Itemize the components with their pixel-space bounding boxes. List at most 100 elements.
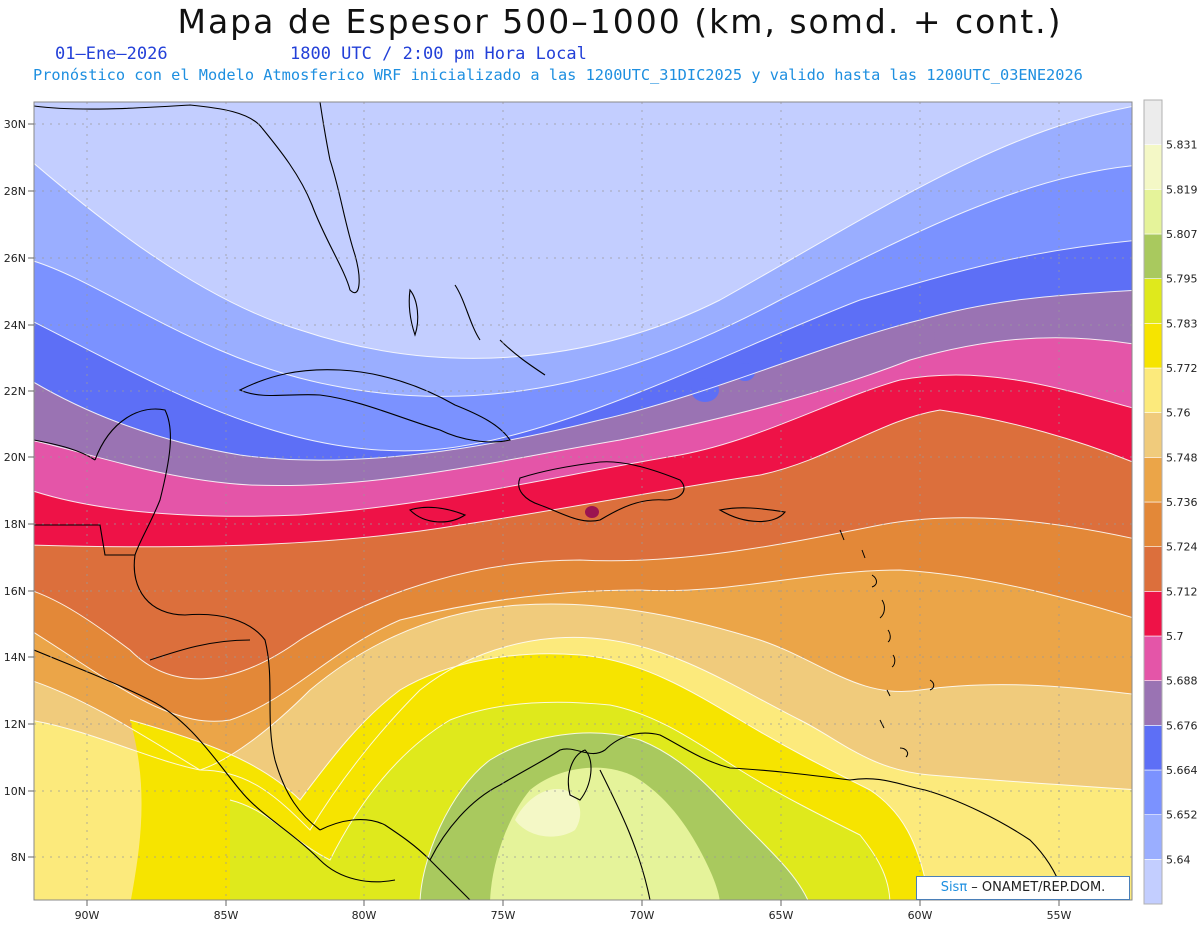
lat-tick-label: 12N [4,718,26,731]
map-frame [33,101,1133,901]
lat-tick-label: 16N [4,585,26,598]
lon-tick-label: 60W [908,909,933,922]
coast-bahamas-2 [454,284,481,341]
colorbar-swatch [1143,457,1163,503]
coast-panama [319,819,431,861]
coast-jamaica [408,506,467,523]
colorbar-label: 5.772 [1166,362,1198,375]
colorbar-label: 5.664 [1166,764,1198,777]
border-col-ven [599,769,651,900]
lat-tick-label: 10N [4,785,26,798]
lat-tick-label: 22N [4,385,26,398]
colorbar-swatch [1143,501,1163,547]
lat-tick-label: 8N [11,851,26,864]
colorbar-label: 5.807 [1166,228,1198,241]
colorbar-swatch [1143,635,1163,681]
credit-box: Sisπ – ONAMET/REP.DOM. [916,876,1130,900]
colorbar-swatch [1143,769,1163,815]
low-pocket-2 [735,363,755,381]
colorbar-label: 5.676 [1166,719,1198,732]
coast-hispaniola [518,461,685,522]
colorbar-label: 5.736 [1166,496,1198,509]
graticule [34,102,1132,900]
band-5.664 [34,165,1132,451]
coastlines [34,102,1066,900]
coast-maracaibo [567,749,592,801]
colorbar-swatch [1143,859,1163,905]
longitude-ticks: 90W 85W 80W 75W 70W 65W 60W 55W [75,900,1072,922]
border-panama-col [429,859,471,900]
lat-tick-label: 20N [4,451,26,464]
lat-tick-label: 28N [4,185,26,198]
colorbar-label: 5.831 [1166,139,1198,152]
band-5.76 [34,604,1132,830]
colorbar-label: 5.724 [1166,541,1198,554]
colorbar-label: 5.783 [1166,317,1198,330]
latitude-ticks: 30N 28N 26N 24N 22N 20N 18N 16N 14N 12N … [4,118,34,864]
colorbar-label: 5.652 [1166,809,1198,822]
colorbar-swatch [1143,814,1163,860]
colorbar-label: 5.64 [1166,853,1191,866]
colorbar-swatch [1143,323,1163,369]
colorbar-swatch [1143,233,1163,279]
colorbar-swatch [1143,144,1163,190]
coast-gulf-us [34,104,263,129]
colorbar-swatch [1143,99,1163,145]
colorbar-swatch [1143,591,1163,637]
band-5.7 [34,337,1132,517]
band-5.748 [34,570,1132,770]
lon-tick-label: 75W [491,909,516,922]
colorbar-label: 5.7 [1166,630,1184,643]
colorbar-swatch [1143,367,1163,413]
coast-puerto-rico [718,507,787,523]
colorbar-swatch [1143,278,1163,324]
lat-tick-label: 24N [4,319,26,332]
thickness-bands [34,102,1132,900]
coast-cuba [238,369,511,443]
band-5.688 [34,290,1132,486]
credit-text: – ONAMET/REP.DOM. [967,880,1106,895]
sispi-logo-text: Sisπ [940,880,968,895]
coast-central-america-atl [133,554,321,831]
border-honduras [149,639,251,661]
colorbar-label: 5.712 [1166,585,1198,598]
forecast-description: Pronóstico con el Modelo Atmosferico WRF… [33,66,1083,84]
colorbar-border [1143,99,1163,905]
coast-bahamas-3 [499,339,546,376]
coast-florida [261,102,360,293]
lat-tick-label: 18N [4,518,26,531]
valid-date: 01–Ene–2026 [55,44,168,64]
map-title: Mapa de Espesor 500–1000 (km, somd. + co… [177,2,1063,41]
colorbar-swatch [1143,189,1163,235]
colorbar-swatch [1143,412,1163,458]
border-guatemala [34,524,135,556]
band-5.712 [34,374,1132,547]
colorbar-label: 5.688 [1166,675,1198,688]
low-pocket-3 [915,326,935,346]
colorbar-label: 5.76 [1166,407,1191,420]
lon-tick-label: 70W [630,909,655,922]
colorbar-swatch [1143,546,1163,592]
coast-colombia-ven [429,732,1066,900]
colorbar: 5.64 5.652 5.664 5.676 5.688 5.7 5.712 5.724 5.7… [1143,99,1198,905]
coast-bahamas-1 [408,288,419,337]
hispaniola-spot [585,506,599,518]
band-5.831 [515,789,581,837]
lon-tick-label: 80W [352,909,377,922]
coast-yucatan [94,408,171,556]
colorbar-label: 5.819 [1166,183,1198,196]
band-5.64 [34,102,1132,359]
colorbar-label: 5.795 [1166,273,1198,286]
band-5.736 [34,517,1132,722]
contour-lines [34,106,1132,900]
colorbar-label: 5.748 [1166,451,1198,464]
colorbar-swatch [1143,680,1163,726]
lat-tick-label: 30N [4,118,26,131]
colorbar-swatch [1143,725,1163,771]
lon-tick-label: 65W [769,909,794,922]
band-5.676 [34,240,1132,461]
valid-time: 1800 UTC / 2:00 pm Hora Local [290,44,587,64]
lat-tick-label: 26N [4,252,26,265]
lon-tick-label: 85W [214,909,239,922]
